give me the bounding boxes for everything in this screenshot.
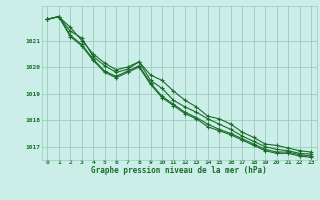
X-axis label: Graphe pression niveau de la mer (hPa): Graphe pression niveau de la mer (hPa) <box>91 166 267 175</box>
